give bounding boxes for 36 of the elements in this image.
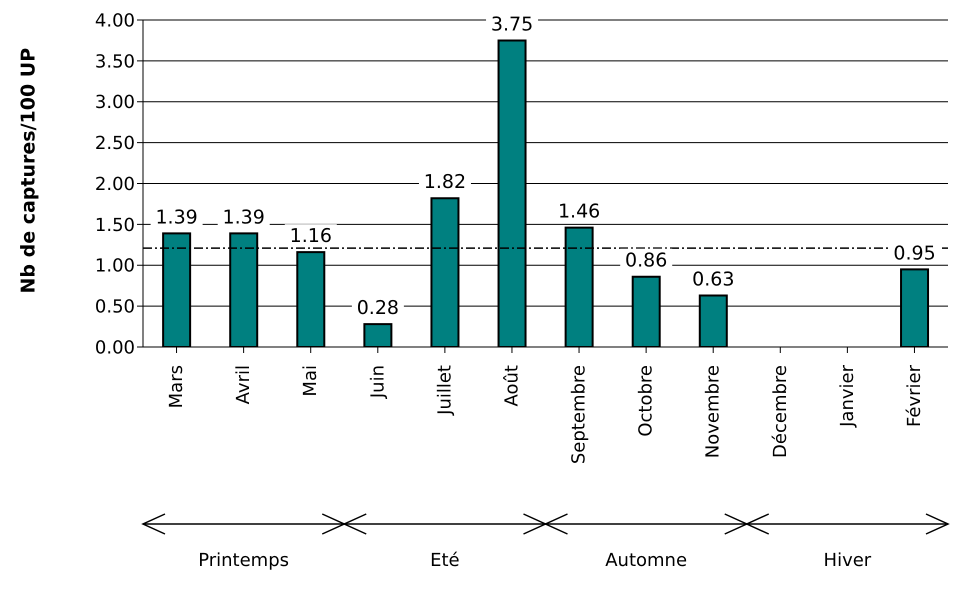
data-label: 1.46 <box>558 200 600 223</box>
x-tick-label: Janvier <box>836 364 858 428</box>
x-tick-label: Décembre <box>770 365 791 458</box>
x-tick-label: Février <box>904 364 925 427</box>
text: Hiver <box>824 550 872 571</box>
data-label: 0.95 <box>893 242 936 264</box>
y-tick-label: 4.00 <box>94 10 135 32</box>
y-tick-label: 1.50 <box>94 214 135 236</box>
data-label: 0.63 <box>692 268 734 290</box>
text: Eté <box>430 550 460 571</box>
x-tick-label: Mars <box>166 365 188 408</box>
x-tick-label: Octobre <box>636 365 657 437</box>
data-label: 1.39 <box>222 206 265 228</box>
y-tick-label: 2.00 <box>94 174 135 195</box>
text: Printemps <box>198 550 290 571</box>
y-tick-label: 0.50 <box>94 296 135 318</box>
x-tick-label: Avril <box>233 365 254 404</box>
x-tick-label: Juin <box>367 365 388 400</box>
data-label: 0.28 <box>356 297 400 320</box>
y-tick-label: 0.00 <box>94 337 135 358</box>
y-tick-label: 1.00 <box>94 256 135 277</box>
x-tick-label: Août <box>501 365 522 406</box>
data-label: 1.82 <box>424 171 466 194</box>
x-tick-label: Septembre <box>568 365 590 464</box>
x-tick-label: Juillet <box>434 365 456 416</box>
data-label: 1.16 <box>290 225 332 248</box>
y-tick-label: 3.50 <box>94 51 135 72</box>
y-axis-title: Nb de captures/100 UP <box>18 48 40 294</box>
text: Automne <box>605 550 688 571</box>
data-label: 1.39 <box>155 206 198 228</box>
y-tick-label: 3.00 <box>94 92 135 114</box>
data-label: 0.86 <box>625 250 668 272</box>
x-tick-label: Mai <box>300 365 322 397</box>
x-tick-label: Novembre <box>702 365 724 458</box>
data-label: 3.75 <box>490 13 534 36</box>
y-tick-label: 2.50 <box>94 133 135 154</box>
